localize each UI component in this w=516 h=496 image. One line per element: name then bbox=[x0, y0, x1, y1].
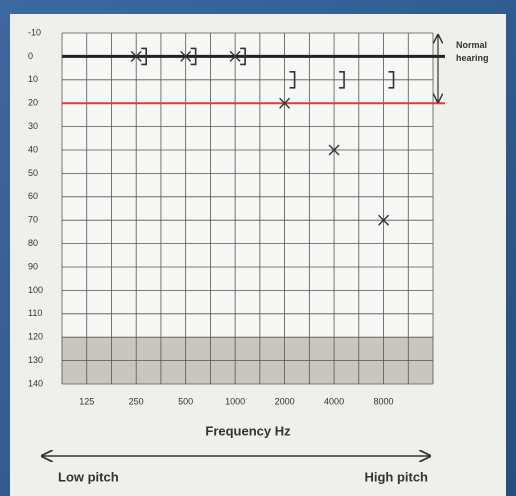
x-tick-label: 1000 bbox=[225, 396, 245, 406]
x-marker bbox=[279, 97, 291, 109]
x-tick-label: 2000 bbox=[275, 396, 295, 406]
y-tick-label: 120 bbox=[28, 332, 43, 342]
x-tick-label: 8000 bbox=[374, 396, 394, 406]
y-tick-label: 60 bbox=[28, 191, 38, 201]
normal-label: Normal hearing bbox=[456, 40, 489, 63]
x-marker bbox=[229, 50, 241, 62]
bracket-marker bbox=[388, 71, 395, 89]
y-tick-label: 0 bbox=[28, 51, 33, 61]
x-marker bbox=[180, 50, 192, 62]
x-tick-label: 4000 bbox=[324, 396, 344, 406]
x-tick-label: 250 bbox=[129, 396, 144, 406]
y-tick-label: 80 bbox=[28, 238, 38, 248]
y-tick-label: 40 bbox=[28, 144, 38, 154]
x-marker bbox=[378, 214, 390, 226]
high-pitch-label: High pitch bbox=[364, 469, 428, 484]
x-marker bbox=[130, 50, 142, 62]
y-tick-label: -10 bbox=[28, 27, 41, 37]
bracket-marker bbox=[190, 47, 197, 66]
y-tick-label: 100 bbox=[28, 285, 43, 295]
bracket-marker bbox=[240, 47, 246, 66]
y-tick-label: 50 bbox=[28, 168, 38, 178]
y-tick-label: 140 bbox=[28, 378, 43, 388]
y-tick-label: 30 bbox=[28, 121, 38, 131]
x-tick-label: 125 bbox=[79, 396, 94, 406]
plot-area bbox=[62, 33, 433, 384]
x-marker bbox=[328, 144, 340, 156]
bracket-marker bbox=[141, 47, 147, 66]
bracket-marker bbox=[289, 71, 296, 89]
y-tick-label: 70 bbox=[28, 215, 38, 225]
x-tick-label: 500 bbox=[178, 396, 193, 406]
y-tick-label: 10 bbox=[28, 74, 38, 84]
low-pitch-label: Low pitch bbox=[58, 469, 119, 484]
y-tick-label: 130 bbox=[28, 355, 43, 365]
y-tick-label: 110 bbox=[28, 308, 42, 318]
y-tick-label: 20 bbox=[28, 98, 38, 108]
x-axis-label: Frequency Hz bbox=[205, 423, 291, 438]
bracket-marker bbox=[339, 71, 345, 89]
y-tick-label: 90 bbox=[28, 261, 38, 271]
